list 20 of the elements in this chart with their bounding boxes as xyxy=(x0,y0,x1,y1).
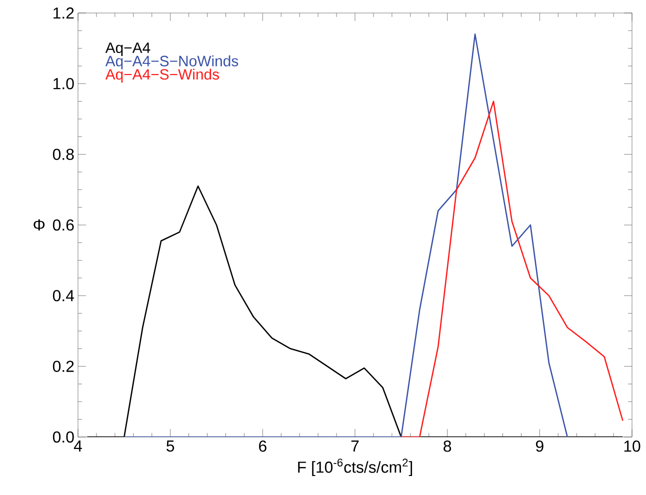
x-tick-label: 6 xyxy=(259,440,266,452)
text: Aq−A4−S−Winds xyxy=(105,68,220,83)
y-axis-title: Φ xyxy=(34,219,45,231)
line-series xyxy=(400,100,624,437)
y-tick-label: 1.0 xyxy=(54,78,74,90)
text: Aq−A4 xyxy=(105,42,150,56)
y-tick-label: 0.6 xyxy=(52,219,74,231)
x-tick-label: 9 xyxy=(536,440,544,452)
x-tick-label: 7 xyxy=(351,440,359,452)
y-tick-label: 0.2 xyxy=(52,360,74,372)
y-tick-label: 0.4 xyxy=(52,290,74,302)
y-tick-label: 0.8 xyxy=(52,148,74,160)
y-tick-label: 1.2 xyxy=(54,7,74,19)
x-tick-label: 4 xyxy=(74,440,82,452)
x-tick-label: 8 xyxy=(444,440,452,452)
x-axis-title: F [10$^{-6}$cts/s/cm$^{2}$] xyxy=(298,458,412,476)
x-tick-label: 5 xyxy=(166,440,174,452)
x-tick-label: 10 xyxy=(624,440,640,452)
text: Aq−A4−S−NoWinds xyxy=(105,55,238,70)
y-tick-label: 0.0 xyxy=(52,431,74,443)
